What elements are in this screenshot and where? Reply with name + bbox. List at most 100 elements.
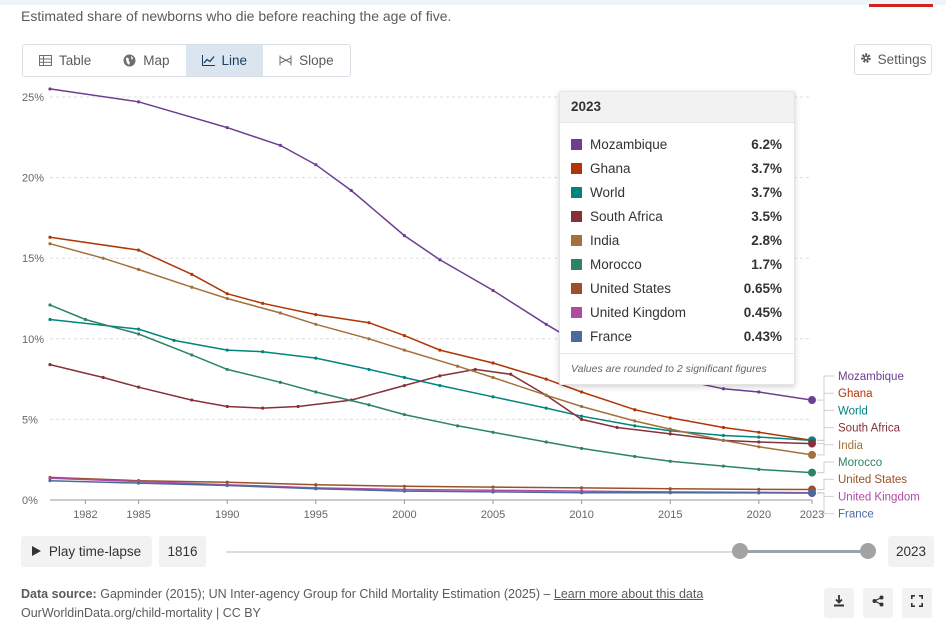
data-point xyxy=(83,317,88,322)
data-point xyxy=(721,425,725,430)
data-point xyxy=(137,267,141,272)
tab-slope[interactable]: Slope xyxy=(263,45,350,76)
globe-icon xyxy=(123,54,136,67)
tooltip-value: 3.7% xyxy=(751,184,782,200)
data-point xyxy=(491,485,495,489)
endpoint-marker xyxy=(808,439,816,448)
data-point xyxy=(438,258,442,262)
data-point xyxy=(314,483,318,487)
data-point xyxy=(438,374,442,378)
end-year-box[interactable]: 2023 xyxy=(888,536,934,567)
tab-slope-label: Slope xyxy=(299,53,334,68)
data-point xyxy=(48,87,52,91)
data-point xyxy=(402,484,407,488)
table-icon xyxy=(39,55,52,66)
data-point xyxy=(261,350,265,354)
data-point xyxy=(721,438,725,442)
data-point xyxy=(225,367,229,372)
data-point xyxy=(668,432,672,436)
x-tick-label: 1982 xyxy=(73,509,97,521)
data-point xyxy=(491,375,495,380)
y-tick-label: 25% xyxy=(22,92,44,104)
data-point xyxy=(721,433,725,438)
tooltip-row: World 3.7% xyxy=(560,180,794,204)
series-end-label: Morocco xyxy=(838,457,882,469)
data-point xyxy=(278,143,282,147)
data-point xyxy=(190,398,194,402)
download-button[interactable] xyxy=(824,588,854,618)
data-point xyxy=(491,361,495,365)
endpoint-marker xyxy=(808,450,816,459)
tooltip-swatch xyxy=(571,162,582,174)
series-end-label: World xyxy=(838,405,868,417)
data-point xyxy=(544,377,548,381)
timeline-end-handle[interactable] xyxy=(860,543,876,559)
source-line: Data source: Gapminder (2015); UN Inter-… xyxy=(21,585,703,604)
data-point xyxy=(580,491,584,495)
x-tick-label: 2005 xyxy=(481,509,505,521)
start-year-box[interactable]: 1816 xyxy=(159,536,206,567)
data-point xyxy=(137,100,141,104)
tooltip-swatch xyxy=(571,186,582,198)
data-point xyxy=(491,395,495,399)
tooltip-country: Morocco xyxy=(590,256,642,272)
gear-icon xyxy=(860,52,872,67)
tooltip-row: France 0.43% xyxy=(560,324,794,348)
tooltip-value: 2.8% xyxy=(751,232,782,248)
y-tick-label: 0% xyxy=(22,495,38,507)
tooltip-value: 1.7% xyxy=(751,256,782,272)
view-tabs: Table Map Line Slope xyxy=(22,44,351,77)
learn-more-link[interactable]: Learn more about this data xyxy=(553,587,704,601)
tooltip-value: 3.7% xyxy=(751,160,782,176)
data-point xyxy=(48,242,52,246)
data-point xyxy=(314,313,318,317)
slope-icon xyxy=(279,55,292,66)
tooltip-swatch xyxy=(571,210,582,222)
data-point xyxy=(190,285,194,289)
data-point xyxy=(721,387,725,391)
fullscreen-button[interactable] xyxy=(902,588,932,618)
data-point xyxy=(137,248,141,252)
end-labels: Mozambique Ghana World South Africa India Mor… xyxy=(817,371,920,521)
play-timelapse-button[interactable]: Play time-lapse xyxy=(21,536,152,567)
tab-line[interactable]: Line xyxy=(185,45,264,76)
data-point xyxy=(668,459,672,463)
data-point xyxy=(314,322,318,326)
data-point xyxy=(757,445,761,449)
label-connector xyxy=(817,492,834,515)
download-icon xyxy=(833,594,845,612)
data-point xyxy=(544,406,548,410)
data-point xyxy=(367,403,371,407)
data-point xyxy=(48,479,52,483)
endpoint-marker xyxy=(808,489,816,498)
top-bar xyxy=(0,0,946,5)
data-point xyxy=(757,440,761,444)
fullscreen-icon xyxy=(911,594,923,612)
data-point xyxy=(455,364,460,368)
data-point xyxy=(137,332,141,336)
timeline-track[interactable] xyxy=(226,551,866,553)
tooltip-country: World xyxy=(590,184,626,200)
x-tick-label: 1985 xyxy=(126,509,150,521)
timeline-start-handle[interactable] xyxy=(732,543,748,559)
data-point xyxy=(367,337,371,341)
brand-accent xyxy=(869,4,933,7)
data-point xyxy=(757,487,761,491)
data-point xyxy=(137,385,141,389)
data-point xyxy=(48,303,52,307)
tab-map-label: Map xyxy=(143,53,170,68)
tab-map[interactable]: Map xyxy=(107,45,185,76)
tab-table[interactable]: Table xyxy=(23,45,107,76)
settings-button[interactable]: Settings xyxy=(854,44,932,75)
data-point xyxy=(402,348,407,352)
label-connector xyxy=(817,375,834,401)
label-connector xyxy=(817,478,834,490)
tooltip-swatch xyxy=(571,258,582,270)
share-button[interactable] xyxy=(863,588,893,618)
footer: Data source: Gapminder (2015); UN Inter-… xyxy=(21,585,703,623)
data-point xyxy=(48,362,52,367)
settings-label: Settings xyxy=(877,52,927,67)
url-line: OurWorldinData.org/child-mortality | CC … xyxy=(21,606,261,620)
label-connector xyxy=(817,461,834,474)
data-point xyxy=(668,487,672,491)
